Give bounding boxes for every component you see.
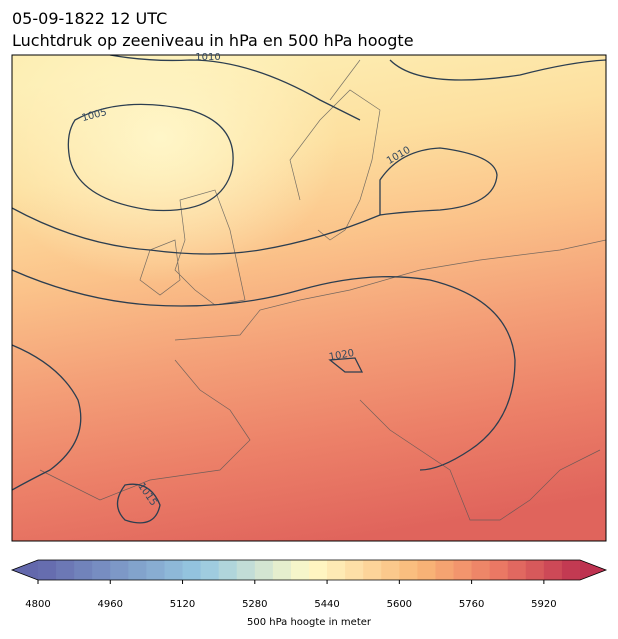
colorbar: 4800 4960 5120 5280 5440 5600 5760 5920 <box>10 559 608 610</box>
colorbar-cell <box>290 560 310 580</box>
colorbar-cell <box>74 560 93 580</box>
colorbar-cell <box>56 560 75 580</box>
colorbar-cell <box>164 560 184 580</box>
colorbar-cell <box>327 560 346 580</box>
colorbar-tick-label: 5760 <box>459 599 484 610</box>
date-title: 05-09-1822 12 UTC <box>12 9 167 28</box>
colorbar-tick-label: 5920 <box>531 599 556 610</box>
isobar <box>328 357 364 373</box>
isobar <box>12 344 82 491</box>
map-title: Luchtdruk op zeeniveau in hPa en 500 hPa… <box>12 31 414 50</box>
contour-label: 1020 <box>328 348 355 363</box>
colorbar-cell <box>309 560 328 580</box>
isobar <box>109 55 606 121</box>
map <box>12 55 606 541</box>
colorbar-label: 500 hPa hoogte in meter <box>247 617 372 628</box>
colorbar-cell <box>543 560 563 580</box>
colorbar-cell <box>110 560 129 580</box>
colorbar-cell <box>507 560 527 580</box>
colorbar-cell <box>92 560 111 580</box>
map-frame <box>11 54 607 542</box>
colorbar-cell <box>417 560 436 580</box>
colorbar-tick-label: 4800 <box>25 599 50 610</box>
colorbar-tick-label: 4960 <box>98 599 123 610</box>
colorbar-cell <box>38 560 57 580</box>
colorbar-tick-label: 5120 <box>170 599 195 610</box>
colorbar-cell <box>525 560 545 580</box>
colorbar-cell <box>561 560 581 580</box>
colorbar-cell <box>218 560 238 580</box>
colorbar-cell <box>200 560 220 580</box>
colorbar-cell <box>399 560 418 580</box>
colorbar-extend-high <box>580 560 606 580</box>
colorbar-cell <box>254 560 274 580</box>
isobar <box>67 103 234 212</box>
colorbar-cell <box>381 560 400 580</box>
isobar <box>12 269 516 471</box>
colorbar-cell <box>236 560 256 580</box>
colorbar-cell <box>146 560 165 580</box>
colorbar-cell <box>453 560 473 580</box>
colorbar-tick-label: 5600 <box>387 599 412 610</box>
colorbar-cell <box>128 560 147 580</box>
colorbar-cell <box>435 560 455 580</box>
colorbar-tick-label: 5280 <box>242 599 267 610</box>
colorbar-extend-low <box>12 560 38 580</box>
colorbar-cell <box>471 560 491 580</box>
colorbar-tick-label: 5440 <box>314 599 339 610</box>
contour-label: 1010 <box>195 52 220 63</box>
colorbar-cell <box>363 560 382 580</box>
colorbar-cell <box>345 560 364 580</box>
isobar <box>116 483 161 524</box>
colorbar-cell <box>272 560 292 580</box>
colorbar-cell <box>182 560 202 580</box>
isobar <box>12 147 498 255</box>
colorbar-cell <box>489 560 509 580</box>
